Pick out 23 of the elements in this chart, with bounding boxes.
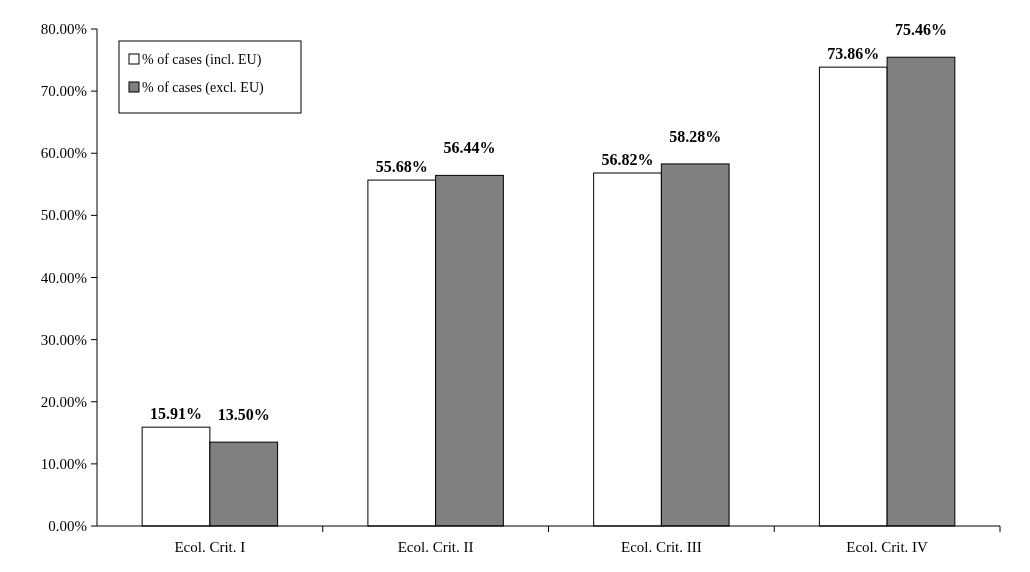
data-label: 75.46%: [894, 21, 947, 39]
data-label: 15.91%: [150, 405, 203, 423]
data-label: 13.50%: [217, 406, 270, 424]
y-tick-label: 70.00%: [40, 83, 87, 100]
x-tick-label: Ecol. Crit. II: [397, 539, 474, 555]
y-tick-label: 80.00%: [40, 21, 87, 37]
data-label: 58.28%: [669, 127, 722, 145]
y-tick-label: 10.00%: [40, 455, 87, 472]
y-tick-label: 20.00%: [40, 393, 87, 410]
y-tick-label: 60.00%: [40, 145, 87, 162]
data-label: 56.82%: [601, 151, 654, 169]
data-label: 56.44%: [443, 139, 496, 157]
y-tick-label: 40.00%: [40, 269, 87, 286]
x-tick-label: Ecol. Crit. IV: [846, 539, 929, 555]
legend-label: % of cases (incl. EU): [142, 52, 262, 68]
y-tick-label: 50.00%: [40, 207, 87, 224]
y-tick-label: 30.00%: [40, 331, 87, 348]
x-tick-label: Ecol. Crit. III: [620, 539, 702, 555]
data-label: 73.86%: [827, 45, 880, 63]
x-tick-label: Ecol. Crit. I: [174, 539, 246, 555]
data-label: 55.68%: [375, 158, 428, 176]
y-tick-label: 0.00%: [48, 518, 87, 534]
legend-label: % of cases (excl. EU): [142, 80, 264, 96]
